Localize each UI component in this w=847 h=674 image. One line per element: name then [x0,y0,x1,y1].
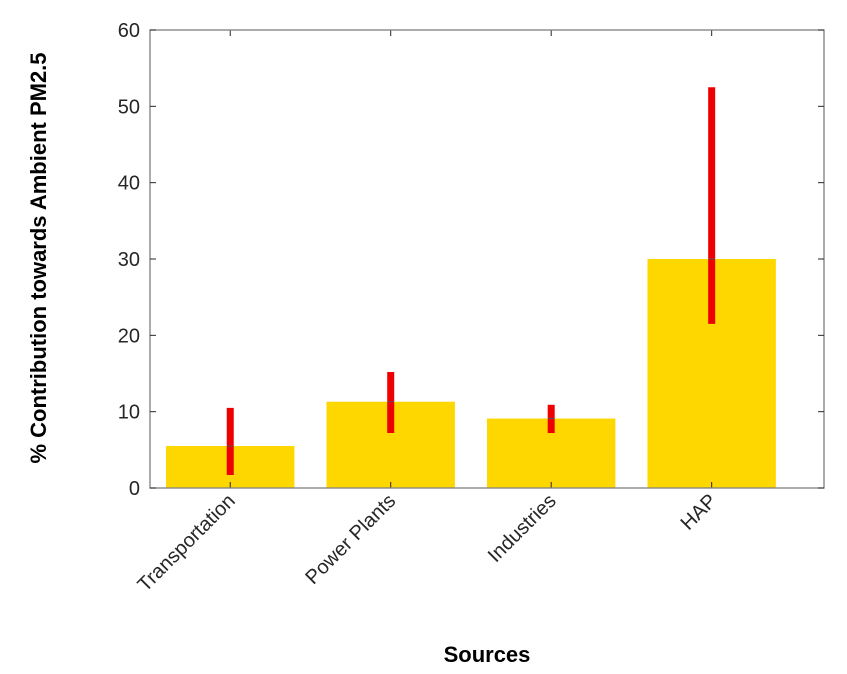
y-axis-label: % Contribution towards Ambient PM2.5 [26,52,51,463]
x-tick-labels: Transportation Power Plants Industries HAP [134,490,722,596]
y-tick-label: 30 [118,249,140,271]
x-tick-label: Power Plants [301,490,400,589]
y-tick-label: 0 [129,478,140,500]
x-tick-label: Industries [484,490,561,567]
x-tick-label: HAP [677,490,722,535]
bars-group [166,259,776,488]
y-tick-label: 50 [118,96,140,118]
y-tick-label: 60 [118,20,140,42]
axes [149,29,825,489]
error-bars-group [226,87,716,476]
y-tick-label: 40 [118,173,140,195]
x-tick-label: Transportation [134,490,240,596]
y-tick-labels: 0 10 20 30 40 50 60 [118,20,140,500]
x-axis-label: Sources [444,642,531,667]
y-tick-label: 10 [118,402,140,424]
y-tick-label: 20 [118,325,140,347]
